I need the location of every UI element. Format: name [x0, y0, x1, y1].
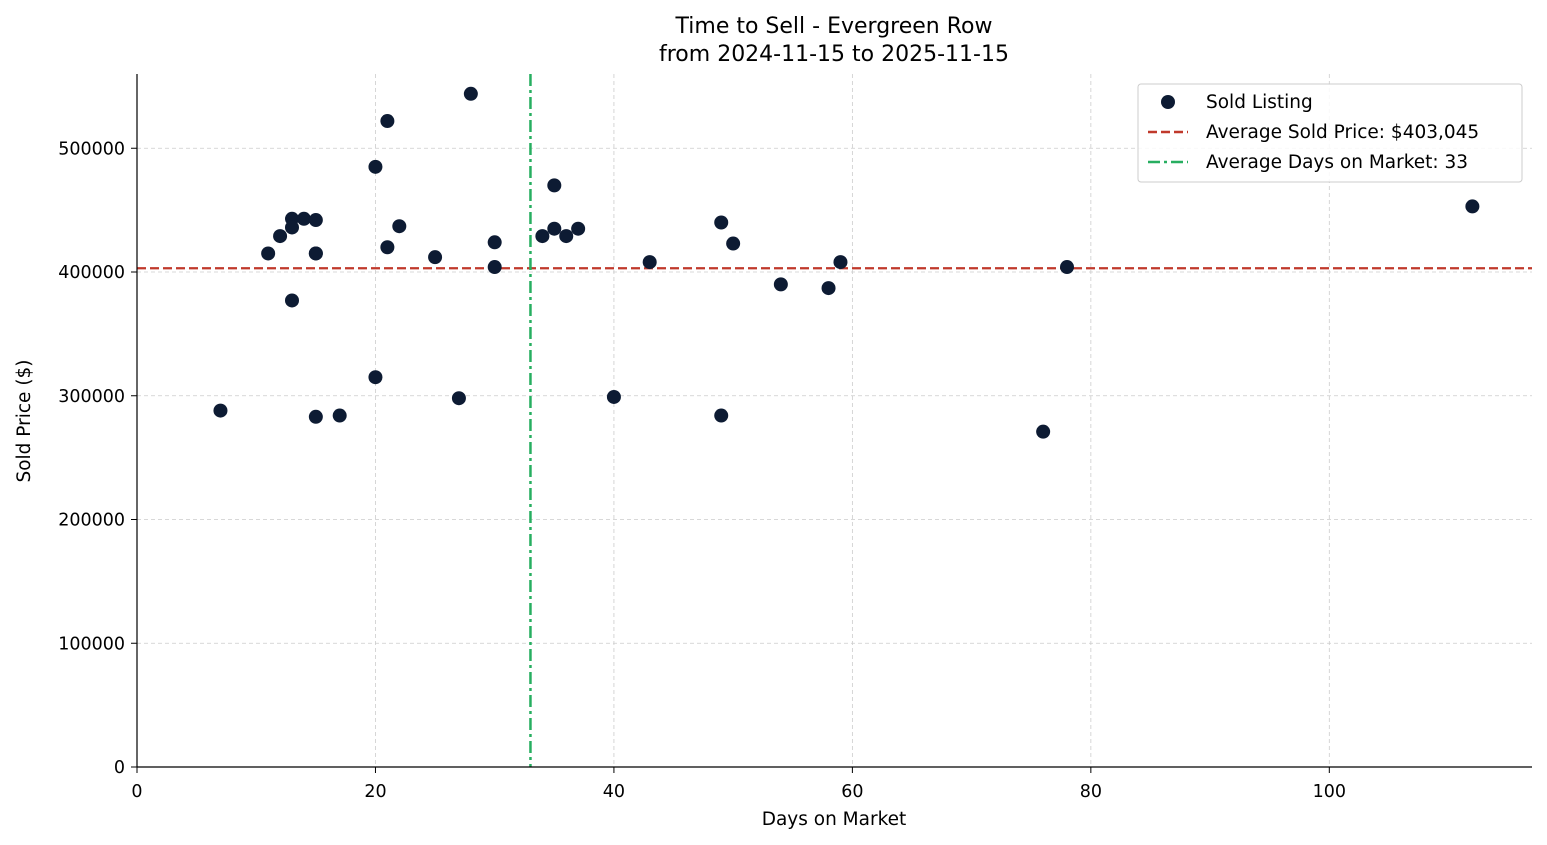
- sold-listing-point: [392, 219, 407, 234]
- axes: [131, 74, 1532, 773]
- y-tick-label: 100000: [58, 634, 125, 654]
- chart-subtitle: from 2024-11-15 to 2025-11-15: [659, 42, 1009, 67]
- grid: [137, 74, 1532, 767]
- y-tick-label: 0: [114, 758, 125, 778]
- sold-listing-point: [380, 114, 395, 129]
- y-tick-label: 500000: [58, 139, 125, 159]
- sold-listing-point: [642, 255, 657, 270]
- sold-listing-point: [833, 255, 848, 270]
- x-tick-label: 20: [364, 782, 386, 802]
- sold-listing-point: [273, 229, 288, 244]
- data-points: [213, 86, 1480, 439]
- tick-labels: 0 20 40 60 80 100 0 100000 200000 300000 400000 500…: [58, 139, 1346, 802]
- sold-listing-point: [285, 293, 299, 308]
- sold-listing-point: [1036, 424, 1051, 439]
- y-tick-label: 400000: [58, 263, 125, 283]
- x-tick-label: 0: [131, 782, 142, 802]
- reference-lines: [137, 74, 1532, 767]
- sold-listing-point: [547, 178, 562, 193]
- sold-listing-point: [428, 250, 443, 265]
- sold-listing-point: [308, 409, 323, 424]
- sold-listing-point: [571, 221, 586, 236]
- sold-listing-point: [332, 408, 347, 423]
- sold-listing-point: [714, 215, 729, 230]
- x-tick-label: 60: [841, 782, 863, 802]
- sold-listing-point: [559, 229, 574, 244]
- sold-listing-point: [714, 408, 729, 423]
- sold-listing-point: [821, 281, 836, 296]
- x-tick-label: 40: [603, 782, 625, 802]
- y-tick-label: 200000: [58, 511, 125, 531]
- sold-listing-point: [773, 277, 788, 292]
- legend-label-avg-price: Average Sold Price: $403,045: [1206, 122, 1479, 143]
- sold-listing-point: [285, 220, 299, 235]
- x-axis-label: Days on Market: [762, 809, 907, 830]
- x-tick-label: 80: [1080, 782, 1102, 802]
- legend-label-sold-listing: Sold Listing: [1206, 92, 1313, 113]
- y-axis-label: Sold Price ($): [14, 359, 35, 482]
- sold-listing-point: [261, 246, 276, 261]
- legend-frame: [1137, 83, 1523, 183]
- x-tick-label: 100: [1313, 782, 1346, 802]
- sold-listing-point: [1060, 260, 1074, 275]
- sold-listing-point: [487, 260, 502, 275]
- sold-listing-point: [606, 389, 621, 404]
- sold-listing-point: [308, 246, 323, 261]
- legend-label-avg-days: Average Days on Market: 33: [1206, 152, 1468, 173]
- sold-listing-point: [213, 403, 228, 418]
- sold-listing-point: [296, 211, 311, 226]
- sold-listing-point: [726, 236, 741, 251]
- sold-listing-point: [308, 213, 323, 228]
- legend: Sold Listing Average Sold Price: $403,04…: [1137, 83, 1523, 183]
- sold-listing-point: [1465, 199, 1480, 214]
- sold-listing-point: [380, 240, 395, 255]
- sold-listing-point: [463, 86, 478, 101]
- sold-listing-point: [487, 235, 502, 250]
- y-tick-label: 300000: [58, 387, 125, 407]
- legend-marker-sold-listing: [1161, 95, 1175, 109]
- chart-title: Time to Sell - Evergreen Row: [675, 14, 993, 39]
- sold-listing-point: [368, 370, 383, 385]
- sold-listing-point: [547, 221, 562, 236]
- sold-listing-point: [535, 229, 550, 244]
- sold-listing-point: [368, 159, 383, 174]
- sold-listing-point: [451, 391, 466, 406]
